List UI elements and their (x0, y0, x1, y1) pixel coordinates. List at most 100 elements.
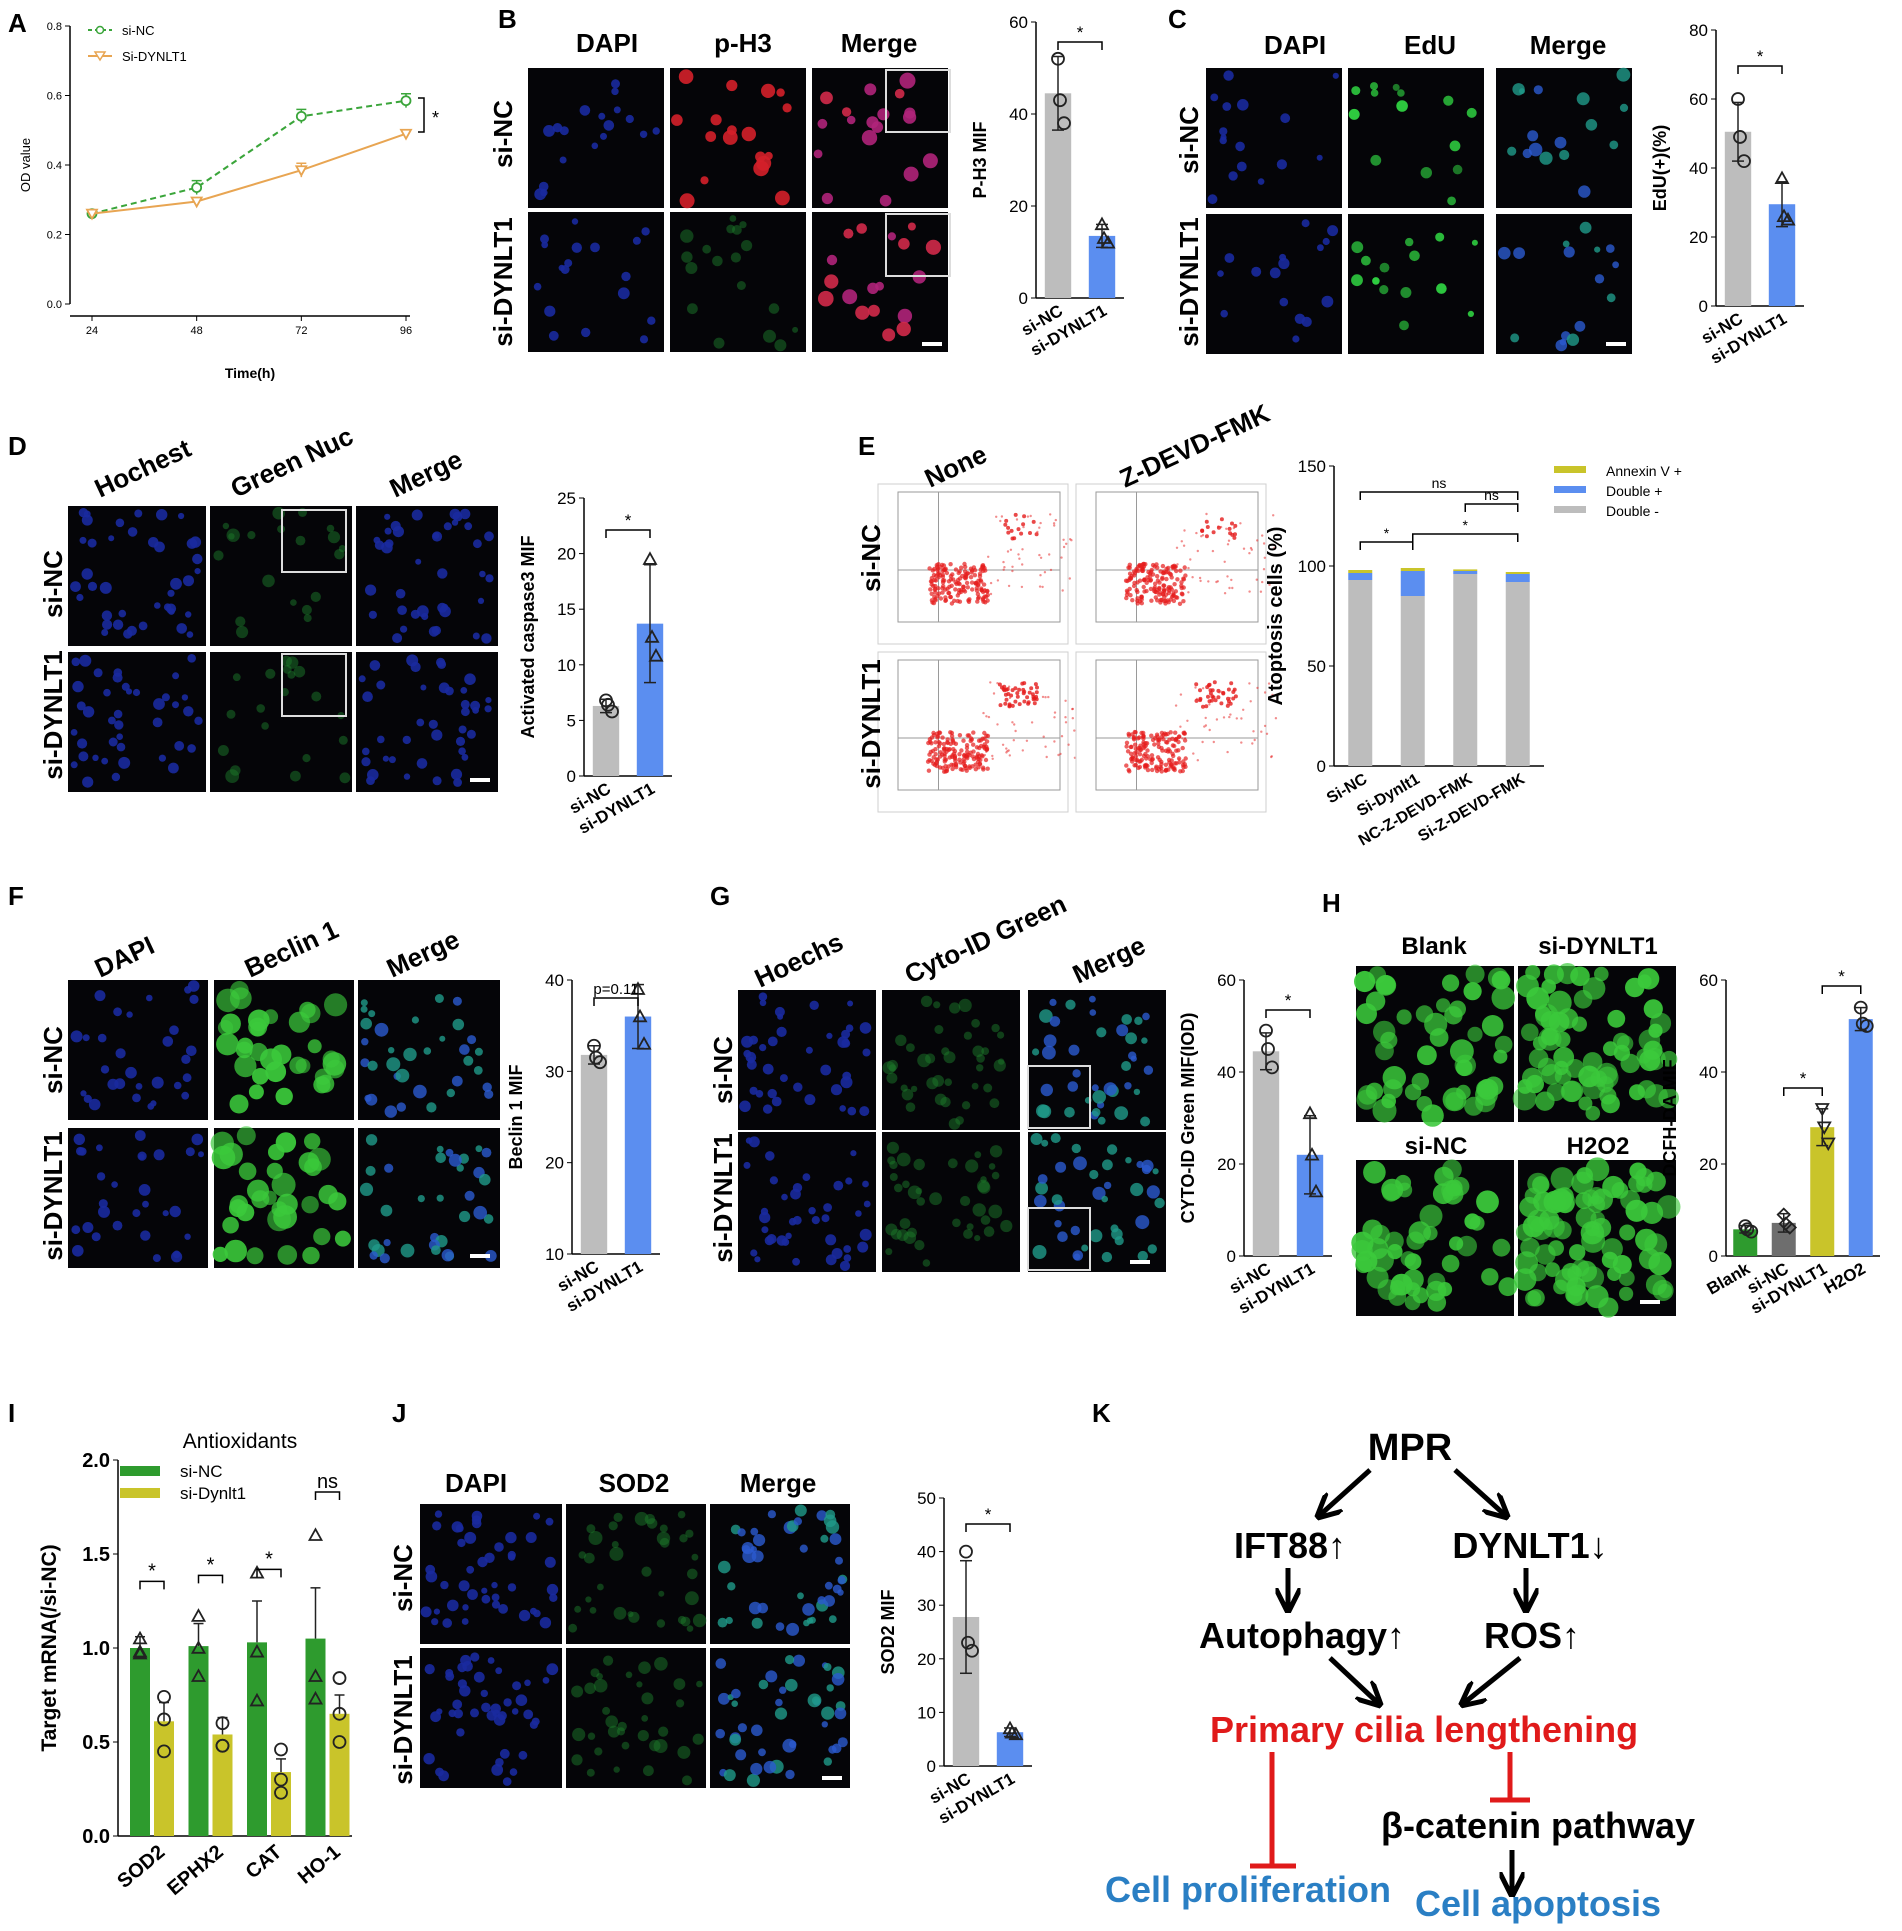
panel-b-tile-dapi-r1-cell (632, 236, 641, 245)
panel-b-tile-dapi-r0-cell (579, 105, 591, 116)
panel-e-flow-sidynlt1-zdevd-event (1271, 693, 1274, 697)
panel-i-point (307, 1527, 324, 1541)
panel-j-tile-sod2-r0-cell (679, 1534, 688, 1543)
panel-j-sig-label: * (985, 1505, 992, 1524)
panel-D-ytick-label: 10 (557, 656, 576, 675)
panel-e-flow-sinc-zdevd-event (1189, 558, 1192, 561)
panel-d-tile-hochest-r1-cell (181, 694, 189, 701)
panel-g-tile-hoechs-r1-cell (776, 1235, 788, 1246)
panel-g-tile-hoechs-r1-cell (839, 1260, 851, 1271)
panel-e-flow-sinc-none-event (1022, 514, 1027, 519)
panel-a-point (190, 196, 204, 209)
panel-d-tile-hochest-r0 (68, 506, 206, 646)
panel-e-flow-sinc-none-event (973, 581, 979, 586)
panel-d-tile-merge-r0-cell (392, 526, 404, 538)
panel-e-flow-sidynlt1-zdevd-event (1267, 682, 1271, 685)
panel-g-tile-merge-r0-cell (1141, 1037, 1148, 1044)
panel-i-sig-2-label: * (265, 1548, 273, 1570)
panel-a-ytick-label: 0.2 (47, 230, 62, 242)
panel-e-flow-sidynlt1-zdevd-event (1164, 739, 1169, 745)
panel-j-tile-merge-r0-cell (829, 1533, 842, 1545)
panel-j-tile-merge-r1-cell (758, 1679, 769, 1690)
panel-g-tile-hoechs-r1-cell (811, 1216, 820, 1225)
panel-e-flow-sinc-zdevd-event (1128, 593, 1133, 598)
panel-g-tile-cytoid-r1-cell (885, 1248, 893, 1256)
panel-e-flow-sidynlt1-zdevd-event (1240, 717, 1243, 720)
panel-d-tile-merge-r0-cell (384, 513, 391, 520)
panel-e-flow-sidynlt1-zdevd-event (1133, 754, 1139, 759)
panel-b-tile-dapi-r0-cell (603, 120, 615, 131)
panel-c-tile-edu-r0-cell (1466, 107, 1477, 118)
panel-e-flow-sinc-none-event (928, 579, 934, 584)
panel-h-tile-sidynlt1-cell (1607, 1009, 1626, 1028)
panel-e-flow-sidynlt1-zdevd-event (1141, 734, 1146, 739)
panel-e-flow-sidynlt1-zdevd-event (1225, 703, 1230, 708)
panel-f-tile-merge-r1-cell (359, 1182, 374, 1196)
panel-h-tile-blank-cell (1463, 982, 1482, 1001)
panel-d-tile-merge-r1-cell (458, 725, 467, 734)
panel-b-tile-merge-r1-cell (867, 304, 880, 317)
panel-a-point (400, 95, 412, 107)
panel-j-tile-sod2-r1-cell (676, 1699, 685, 1708)
panel-g-tile-hoechs-r0-cell (842, 1071, 852, 1081)
panel-d-tile-merge-r1-cell (362, 691, 373, 702)
panel-d-tile-greennuc-r1-cell (293, 665, 306, 678)
panel-g-tile-hoechs-r0-cell (758, 992, 768, 1001)
panel-e-legend-swatch (1554, 486, 1586, 493)
panel-h-tile-sinc-cell (1363, 1161, 1386, 1184)
panel-e-flow-sidynlt1-none-event (957, 733, 963, 738)
panel-e-flow-sidynlt1-none-event (1001, 743, 1005, 746)
panel-f-tile-dapi-r0-cell (82, 1034, 90, 1042)
panel-d-tile-greennuc-r1-cell (265, 668, 276, 679)
panel-e-flow-sidynlt1-none-event (983, 753, 986, 757)
panel-f-tile-merge-r1-cell (456, 1164, 464, 1172)
panel-d-tile-hochest-r0-cell (81, 514, 93, 526)
panel-h-tile-sidynlt1-cell (1599, 1087, 1617, 1105)
panel-G-ytick-label: 40 (1217, 1063, 1236, 1082)
panel-h-tile-sidynlt1-cell (1594, 966, 1609, 982)
panel-e-flow-sinc-zdevd-event (1137, 599, 1143, 604)
panel-e-flow-sinc-zdevd-event (1172, 564, 1177, 570)
panel-C-point (1774, 170, 1790, 185)
panel-c-headers: DAPI EdU Merge si-NC si-DYNLT1 (1174, 30, 1606, 347)
panel-e-flow-sidynlt1-zdevd-event (1126, 731, 1131, 737)
panel-b-tile-merge-r0 (812, 68, 948, 208)
panel-b-tile-dapi-r0-cell (598, 112, 606, 120)
panel-letter-d: D (8, 431, 27, 461)
panel-g-tile-merge-r1-cell (1073, 1156, 1087, 1171)
panel-d-tile-hochest-r1-cell (113, 709, 123, 719)
panel-e-flow-sinc-none-event (948, 562, 953, 567)
panel-g-tile-cytoid-r0-cell (961, 1101, 971, 1110)
panel-d-tile-hochest-r1-cell (114, 720, 124, 730)
panel-j-tile-sod2-r1-cell (572, 1727, 586, 1742)
panel-e-flow-sidynlt1-none-event (951, 740, 956, 745)
panel-e-flow-sidynlt1-none-event (936, 744, 942, 749)
panel-H-xtick-label: H2O2 (1821, 1259, 1869, 1298)
panel-e-flow-sidynlt1-none-event (1021, 687, 1026, 692)
panel-d-tile-hochest-r0-cell (170, 577, 182, 590)
panel-c-tile-dapi-r1-cell (1217, 270, 1224, 277)
panel-e-flow-sidynlt1-none-event (963, 766, 969, 771)
panel-f-tile-dapi-r0-cell (146, 994, 153, 1002)
panel-h-tile-h2o2-cell (1585, 1285, 1609, 1309)
panel-e-flow-sidynlt1-none-event (930, 748, 936, 754)
panel-d-tile-merge-r0 (356, 506, 498, 646)
panel-h-tile-sinc-cell (1400, 1251, 1417, 1267)
panel-h-tile-sinc-cell (1441, 1254, 1460, 1273)
panel-e-flow-sidynlt1-none-event (933, 740, 938, 745)
panel-g-tile-hoechs-r0-cell (841, 1038, 851, 1048)
panel-b-headers: DAPI p-H3 Merge si-NC si-DYNLT1 (488, 28, 917, 347)
panel-g-tile-hoechs-r1-cell (845, 1177, 853, 1185)
panel-g-tile-cytoid-r0-cell (989, 1098, 1000, 1109)
panel-b-tile-ph3-r1-cell (763, 329, 776, 343)
panel-d-tile-hochest-r1-cell (168, 762, 179, 774)
panel-g-tile-cytoid-r1-cell (929, 1192, 942, 1206)
panel-e-flow-sidynlt1-zdevd-event (1137, 759, 1142, 764)
panel-D-ytick-label: 20 (557, 545, 576, 564)
panel-e-flow-sidynlt1-none-event (1015, 691, 1020, 696)
node-dynlt1: DYNLT1↓ (1452, 1525, 1607, 1566)
panel-j-tile-sod2-r0-cell (586, 1524, 596, 1534)
panel-e-flow-sinc-none-event (989, 581, 993, 585)
panel-e-flow-sidynlt1-none-event (929, 741, 934, 746)
